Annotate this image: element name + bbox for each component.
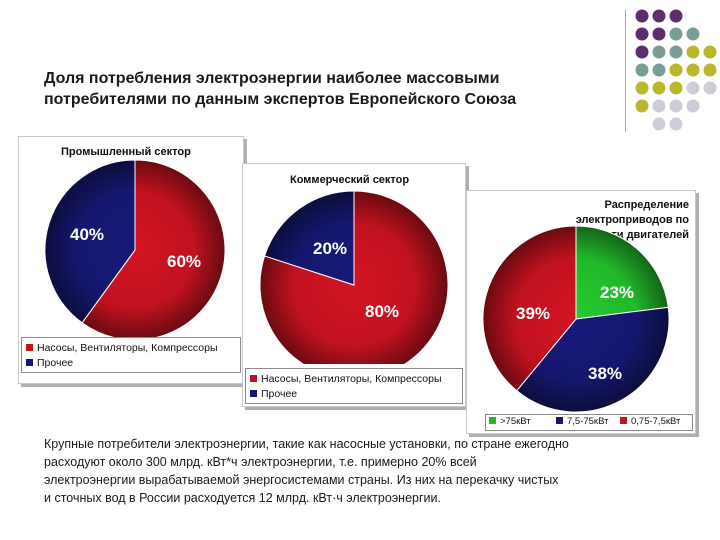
legend-label: 0,75-7,5кВт — [631, 416, 681, 427]
commercial-legend: Насосы, Вентиляторы, Компрессоры Прочее — [245, 368, 463, 404]
dot — [669, 45, 683, 59]
dot — [652, 9, 666, 23]
pie-slice-39pct — [482, 225, 577, 392]
dot — [703, 45, 717, 59]
description-line-2: расходуют около 300 млрд. кВт*ч электроэ… — [44, 455, 477, 469]
legend-label: Насосы, Вентиляторы, Компрессоры — [261, 373, 442, 385]
slice-label-80pct: 80% — [365, 302, 399, 321]
slide-title-line-2: потребителями по данным экспертов Европе… — [44, 91, 517, 108]
dot — [652, 81, 666, 95]
description-line-3: электроэнергии вырабатываемой энергосист… — [44, 473, 559, 487]
dot — [652, 45, 666, 59]
divider-line — [625, 10, 626, 132]
slice-label-40pct: 40% — [70, 225, 104, 244]
slice-label-23pct: 23% — [600, 283, 634, 302]
slide-title: Доля потребления электроэнергии наиболее… — [44, 68, 614, 110]
dot — [669, 117, 683, 131]
industrial-chart-title: Промышленный сектор — [61, 146, 191, 158]
dot — [652, 63, 666, 77]
slide-title-line-1: Доля потребления электроэнергии наиболее… — [44, 70, 500, 87]
legend-label: Прочее — [37, 357, 74, 369]
legend-swatch-red — [26, 343, 33, 351]
slice-label-60pct: 60% — [167, 252, 201, 271]
decorative-dot-grid — [635, 9, 717, 131]
dot — [669, 63, 683, 77]
legend-label: Насосы, Вентиляторы, Компрессоры — [37, 342, 218, 354]
legend-item-pumps: Насосы, Вентиляторы, Компрессоры — [26, 342, 218, 354]
legend-swatch-navy — [556, 416, 563, 424]
dot — [703, 63, 717, 77]
description-paragraph: Крупные потребители электроэнергии, таки… — [44, 435, 664, 507]
dot — [669, 27, 683, 41]
pie-slice-40pct — [44, 159, 136, 324]
dot — [669, 99, 683, 113]
description-line-1: Крупные потребители электроэнергии, таки… — [44, 437, 569, 451]
dot — [635, 99, 649, 113]
dot — [652, 99, 666, 113]
dot — [686, 63, 700, 77]
industrial-chart-panel: Промышленный сектор 60% 40% Насосы, Венти… — [18, 136, 244, 384]
dot — [635, 9, 649, 23]
legend-swatch-navy — [250, 389, 257, 397]
legend-label: >75кВт — [500, 416, 531, 427]
commercial-chart-title: Коммерческий сектор — [290, 174, 410, 186]
legend-label: Прочее — [261, 388, 298, 400]
legend-label: 7,5-75кВт — [567, 416, 609, 427]
legend-item-small: 0,75-7,5кВт — [620, 416, 680, 427]
commercial-pie: 80% 20% — [259, 190, 449, 364]
legend-item-medium: 7,5-75кВт — [556, 416, 608, 427]
slice-label-38pct: 38% — [588, 364, 622, 383]
slice-label-20pct: 20% — [313, 239, 347, 258]
pie-slice-60pct — [81, 159, 226, 337]
legend-swatch-navy — [26, 358, 33, 366]
dot — [669, 81, 683, 95]
legend-item-pumps: Насосы, Вентиляторы, Компрессоры — [250, 373, 442, 385]
pie-slice-38pct — [516, 306, 670, 413]
motor-power-title-line-1: Распределение — [604, 199, 690, 211]
dot — [635, 81, 649, 95]
pie-slice-20pct — [263, 190, 355, 286]
pie-slice-23pct — [575, 225, 669, 320]
motor-power-chart-panel: Распределение электроприводов по мощност… — [466, 190, 696, 434]
dot — [686, 99, 700, 113]
pie-slice-80pct — [259, 190, 449, 364]
commercial-chart-panel: Коммерческий сектор 80% 20% Насосы, Венти… — [242, 163, 466, 407]
industrial-legend: Насосы, Вентиляторы, Компрессоры Прочее — [21, 337, 241, 373]
description-line-4: и сточных вод в России расходуется 12 мл… — [44, 491, 441, 505]
legend-item-large: >75кВт — [489, 416, 531, 427]
dot — [635, 63, 649, 77]
industrial-pie: 60% 40% — [44, 159, 226, 337]
dot — [686, 27, 700, 41]
dot — [686, 45, 700, 59]
dot — [703, 81, 717, 95]
dot — [635, 45, 649, 59]
dot — [686, 81, 700, 95]
dot — [652, 27, 666, 41]
legend-swatch-green — [489, 416, 496, 424]
legend-swatch-red — [250, 374, 257, 382]
motor-power-pie: 23% 38% 39% — [482, 225, 670, 413]
motor-power-legend: >75кВт 7,5-75кВт 0,75-7,5кВт — [485, 414, 693, 431]
dot — [635, 27, 649, 41]
legend-item-other: Прочее — [250, 388, 297, 400]
motor-power-title-line-2: электроприводов по — [575, 214, 689, 226]
dot — [669, 9, 683, 23]
legend-item-other: Прочее — [26, 357, 73, 369]
legend-swatch-red — [620, 416, 627, 424]
dot — [652, 117, 666, 131]
slice-label-39pct: 39% — [516, 304, 550, 323]
